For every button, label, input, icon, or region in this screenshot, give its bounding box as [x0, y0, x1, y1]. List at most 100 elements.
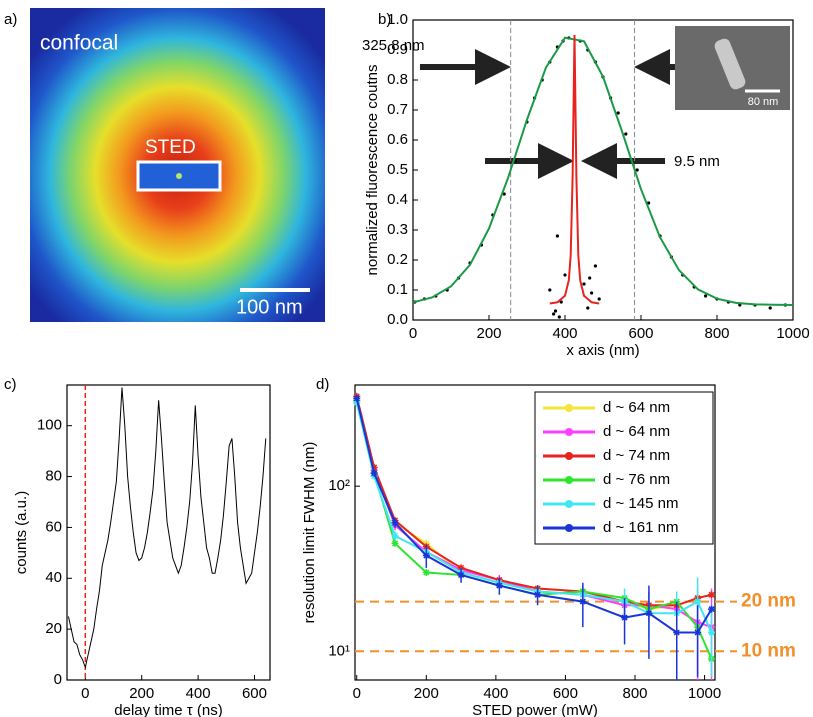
legend-label: d ~ 74 nm — [603, 447, 670, 464]
y-tick-label: 0.8 — [387, 71, 408, 88]
inset-rod — [714, 38, 746, 90]
point-marker — [645, 609, 653, 617]
point-marker — [621, 614, 629, 622]
annotation: 9.5 nm — [674, 153, 720, 170]
x-tick-label: 600 — [628, 325, 653, 342]
legend-label: d ~ 64 nm — [603, 423, 670, 440]
series-line — [412, 36, 794, 306]
legend-label: d ~ 64 nm — [603, 399, 670, 416]
y-tick-label: 1.0 — [387, 11, 408, 28]
y-axis-label: resolution limit FWHM (nm) — [301, 442, 318, 624]
image-label: STED — [145, 137, 196, 158]
annotation: 80 nm — [748, 96, 779, 108]
y-tick-label: 0.9 — [387, 41, 408, 58]
annotation: 325.8 nm — [362, 37, 425, 54]
data-dot — [588, 276, 592, 280]
x-tick-label: 400 — [483, 685, 508, 702]
series-line — [549, 34, 600, 305]
x-tick-label: 800 — [622, 685, 647, 702]
data-dot — [624, 132, 628, 136]
y-tick-label: 0.6 — [387, 131, 408, 148]
y-tick-label: 10¹ — [328, 642, 350, 659]
y-tick-label: 0.7 — [387, 101, 408, 118]
y-tick-label: 0.0 — [387, 311, 408, 328]
x-tick-label: 0 — [81, 685, 89, 702]
point-marker — [694, 628, 702, 636]
data-dot — [590, 291, 594, 295]
panel-label: b) — [378, 11, 391, 28]
y-tick-label: 20 — [45, 620, 62, 637]
y-tick-label: 100 — [37, 417, 62, 434]
legend-swatch — [565, 428, 573, 436]
legend-swatch — [565, 500, 573, 508]
x-axis-label: x axis (nm) — [566, 342, 639, 359]
x-tick-label: 1000 — [776, 325, 809, 342]
y-axis-label: normalized fluorescence coutns — [364, 65, 381, 276]
sted-spot — [176, 173, 182, 179]
x-tick-label: 200 — [476, 325, 501, 342]
point-marker — [495, 582, 503, 590]
point-marker — [370, 463, 378, 471]
x-tick-label: 0 — [409, 325, 417, 342]
point-marker — [391, 539, 399, 547]
panel-label: a) — [4, 11, 17, 28]
x-tick-label: 200 — [129, 685, 154, 702]
panel-label: d) — [316, 376, 329, 393]
point-marker — [673, 628, 681, 636]
x-tick-label: 600 — [553, 685, 578, 702]
data-dot — [593, 264, 598, 268]
legend-swatch — [565, 524, 573, 532]
legend-swatch — [565, 476, 573, 484]
data-dot — [586, 306, 590, 310]
data-dot — [552, 312, 556, 316]
point-marker — [353, 394, 361, 402]
data-dot — [563, 273, 567, 277]
series-line — [67, 387, 267, 670]
point-marker — [708, 628, 716, 636]
data-dot — [548, 288, 552, 292]
y-tick-label: 0.4 — [387, 191, 408, 208]
data-dot — [597, 297, 601, 301]
point-marker — [422, 552, 430, 560]
scale-label: 100 nm — [236, 296, 303, 318]
x-tick-label: 400 — [186, 685, 211, 702]
x-axis-label: delay time τ (ns) — [114, 702, 222, 717]
legend-label: d ~ 76 nm — [603, 471, 670, 488]
legend-label: d ~ 145 nm — [603, 495, 678, 512]
point-marker — [391, 519, 399, 527]
data-dot — [616, 111, 620, 115]
point-marker — [370, 469, 378, 477]
data-dot — [559, 300, 563, 304]
data-dot — [635, 168, 639, 172]
y-tick-label: 0.1 — [387, 281, 408, 298]
y-tick-label: 0.5 — [387, 161, 408, 178]
y-tick-label: 0 — [54, 671, 62, 688]
legend-swatch — [565, 452, 573, 460]
x-tick-label: 200 — [414, 685, 439, 702]
legend-label: d ~ 161 nm — [603, 519, 678, 536]
plot-frame — [354, 384, 716, 681]
image-label: confocal — [40, 32, 118, 55]
point-marker — [457, 564, 465, 572]
point-marker — [534, 591, 542, 599]
y-tick-label: 40 — [45, 569, 62, 586]
x-tick-label: 600 — [242, 685, 267, 702]
y-tick-label: 60 — [45, 518, 62, 535]
point-marker — [457, 571, 465, 579]
data-dot — [553, 309, 558, 313]
data-dot — [557, 315, 561, 319]
point-marker — [708, 605, 716, 613]
plot-frame — [66, 384, 271, 681]
data-dot — [555, 234, 560, 238]
x-tick-label: 1000 — [688, 685, 721, 702]
point-marker — [422, 569, 430, 577]
data-dot — [502, 192, 506, 196]
x-tick-label: 0 — [353, 685, 361, 702]
point-marker — [708, 591, 716, 599]
y-tick-label: 10² — [328, 477, 350, 494]
reference-label: 20 nm — [741, 591, 796, 612]
data-dot — [582, 282, 586, 286]
data-dot — [704, 294, 708, 298]
x-axis-label: STED power (mW) — [472, 702, 598, 717]
